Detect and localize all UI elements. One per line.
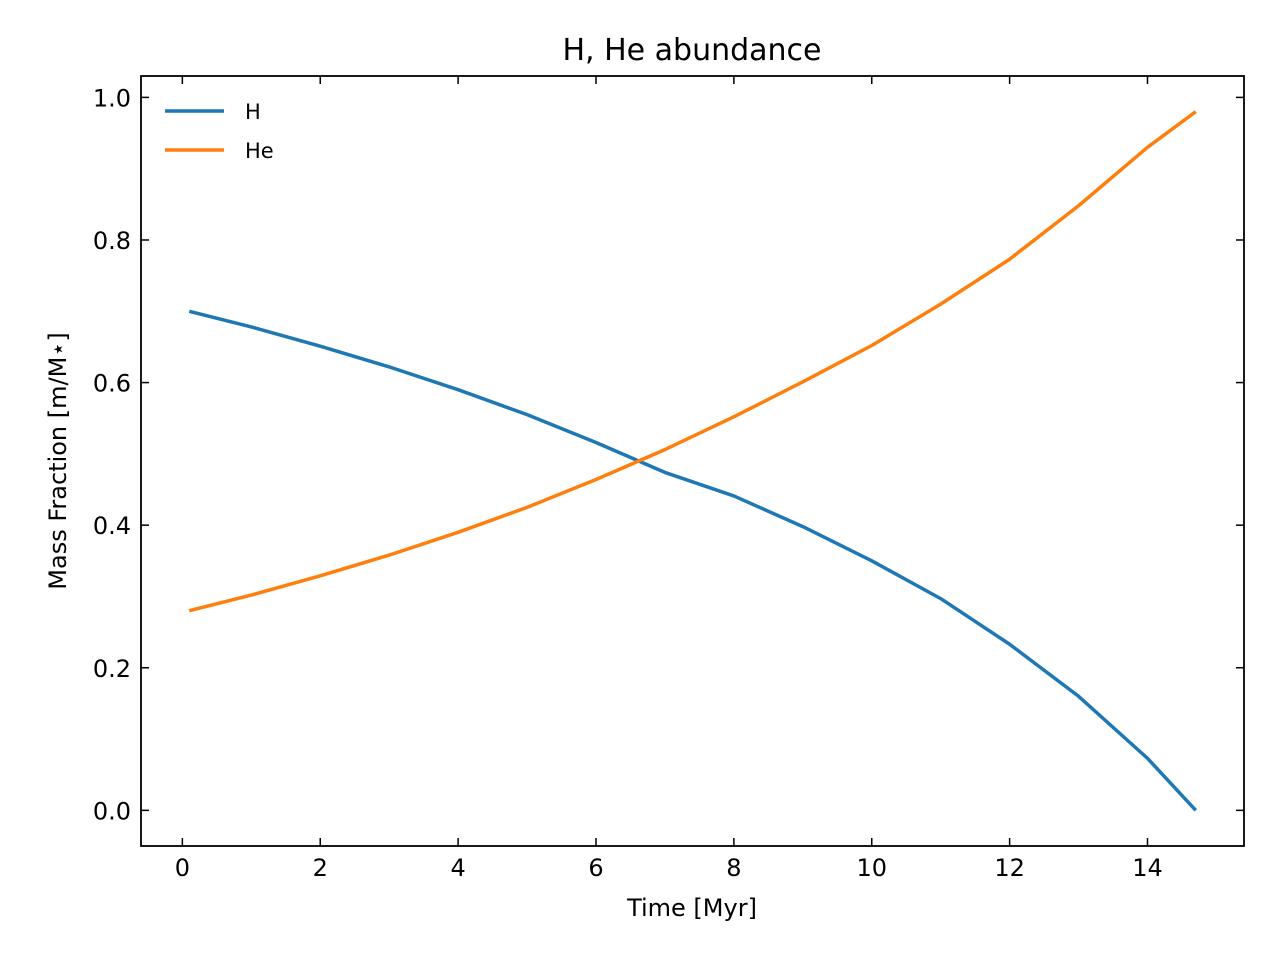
y-tick-label: 0.6 <box>93 370 131 398</box>
y-axis-label: Mass Fraction [m/M⋆] <box>44 332 72 589</box>
plot-area: 0 2 4 6 8 10 12 14 0.0 0.2 0.4 0.6 0.8 1.0 H He <box>93 75 1245 882</box>
y-tick-label: 0.4 <box>93 512 131 540</box>
chart-title: H, He abundance <box>562 33 821 68</box>
x-tick-label: 10 <box>856 854 887 882</box>
legend-label-h: H <box>245 100 261 124</box>
y-tick-label: 0.2 <box>93 655 131 683</box>
x-tick-label: 8 <box>726 854 741 882</box>
x-axis-label: Time [Myr] <box>626 894 757 922</box>
x-tick-label: 0 <box>175 854 190 882</box>
plot-frame <box>140 75 1245 847</box>
y-tick-label: 1.0 <box>93 84 131 112</box>
y-tick-label: 0.8 <box>93 227 131 255</box>
x-tick-label: 2 <box>313 854 328 882</box>
series-line-he <box>188 110 1197 613</box>
x-tick-label: 6 <box>588 854 603 882</box>
y-tick-label: 0.0 <box>93 797 131 825</box>
legend-label-he: He <box>245 139 274 163</box>
x-tick-label: 12 <box>994 854 1025 882</box>
x-tick-label: 14 <box>1132 854 1163 882</box>
x-tick-label: 4 <box>450 854 465 882</box>
series-line-h <box>188 309 1198 812</box>
